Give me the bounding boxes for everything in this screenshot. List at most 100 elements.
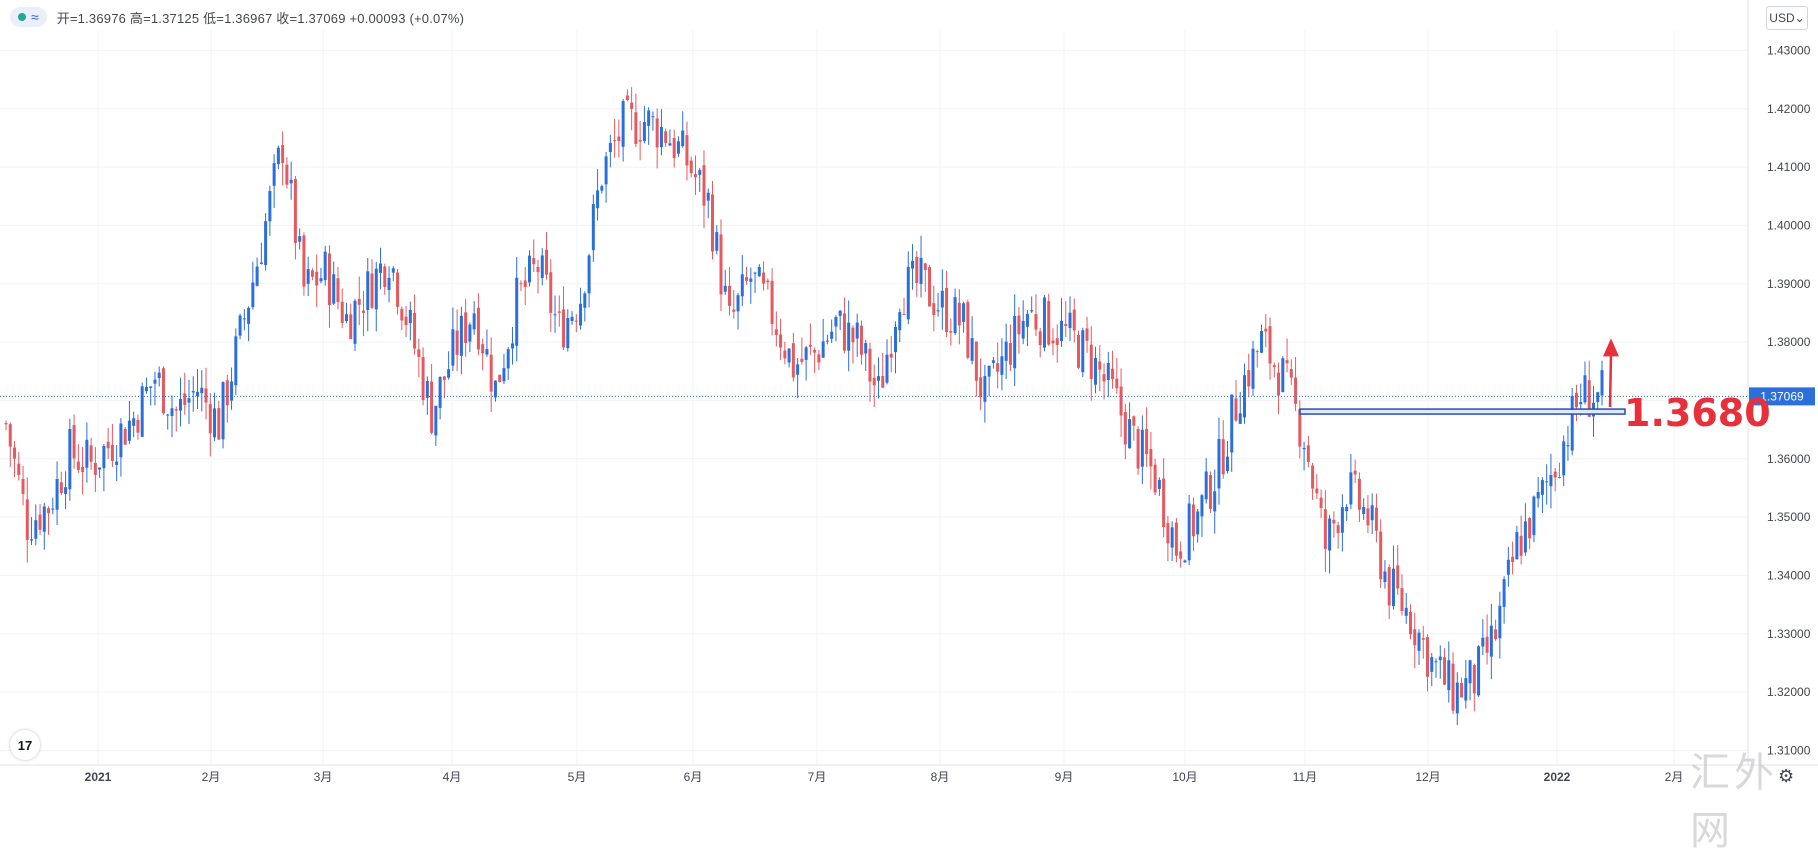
candle-body — [983, 376, 987, 402]
ohlc-values: 开=1.36976 高=1.37125 低=1.36967 收=1.37069 … — [56, 10, 465, 26]
candle-body — [1596, 392, 1600, 402]
candle-body — [217, 408, 221, 440]
candle-body — [600, 186, 604, 191]
candle-body — [1426, 637, 1430, 677]
candle-body — [583, 293, 587, 308]
candle-body — [1077, 334, 1081, 368]
candle-body — [1515, 532, 1519, 560]
candle-body — [1472, 665, 1476, 694]
last-price-label: 1.37069 — [1760, 389, 1804, 403]
candle-body — [1519, 535, 1523, 556]
candle-body — [979, 377, 983, 398]
candle-body — [64, 487, 68, 495]
candle-body — [1166, 523, 1170, 544]
candle-body — [962, 303, 966, 322]
candle-body — [374, 268, 378, 310]
candle-body — [115, 461, 119, 465]
candle-body — [1255, 351, 1259, 353]
candle-body — [85, 439, 89, 468]
candle-body — [779, 334, 783, 348]
candle-body — [549, 272, 553, 313]
candle-body — [991, 360, 995, 363]
candle-body — [919, 257, 923, 284]
candle-body — [191, 391, 195, 393]
candle-body — [974, 341, 978, 381]
candle-body — [251, 282, 255, 308]
candle-body — [1017, 315, 1021, 335]
candle-body — [851, 327, 855, 343]
candle-body — [323, 251, 327, 281]
candle-body — [557, 311, 561, 313]
candle-body — [1277, 372, 1281, 396]
candle-body — [174, 409, 178, 411]
chart[interactable]: 1.43000 1.42000 1.41000 1.40000 1.39000 1.380… — [0, 0, 1818, 794]
x-tick-label: 6月 — [684, 770, 703, 784]
candle-body — [710, 194, 714, 252]
y-tick-label: 1.33000 — [1767, 627, 1811, 641]
candle-body — [1238, 413, 1242, 424]
currency-button[interactable]: USD⌄ — [1766, 6, 1808, 30]
candle-body — [630, 102, 634, 109]
candle-body — [1162, 478, 1166, 528]
candle-body — [804, 347, 808, 360]
candle-body — [1191, 504, 1195, 537]
chart-background — [0, 0, 1818, 794]
candle-body — [591, 204, 595, 251]
candle-body — [400, 308, 404, 321]
candle-body — [757, 266, 761, 277]
candle-body — [502, 368, 506, 382]
candle-body — [672, 138, 676, 159]
candle-body — [1349, 472, 1353, 505]
candle-body — [1345, 506, 1349, 512]
candle-body — [417, 349, 421, 358]
candle-body — [762, 272, 766, 284]
candle-body — [847, 322, 851, 351]
settings-gear-icon[interactable]: ⚙ — [1778, 766, 1795, 786]
candle-body — [425, 381, 429, 398]
candle-body — [1315, 488, 1319, 494]
price-chart[interactable]: 1.43000 1.42000 1.41000 1.40000 1.39000 1.380… — [0, 0, 1818, 794]
candle-body — [706, 192, 710, 201]
candle-body — [1089, 344, 1093, 379]
candle-body — [93, 462, 97, 475]
candle-body — [953, 297, 957, 334]
candle-body — [655, 118, 659, 148]
candle-body — [353, 300, 357, 344]
x-tick-label: 2月 — [202, 770, 221, 784]
candle-body — [1294, 377, 1298, 404]
x-tick-label: 2021 — [85, 770, 112, 784]
candle-body — [928, 267, 932, 307]
candle-body — [1204, 471, 1208, 500]
y-tick-label: 1.36000 — [1767, 452, 1811, 466]
candle-body — [498, 374, 502, 383]
y-tick-label: 1.31000 — [1767, 743, 1811, 757]
y-tick-label: 1.38000 — [1767, 335, 1811, 349]
series-toggle[interactable]: ≈ — [10, 7, 47, 27]
candle-body — [336, 278, 340, 303]
candle-body — [481, 344, 485, 354]
candle-body — [1225, 456, 1229, 472]
candle-body — [1230, 394, 1234, 453]
candle-body — [949, 331, 953, 333]
candle-body — [1477, 646, 1481, 696]
tradingview-logo[interactable]: 17 — [10, 730, 40, 760]
candle-body — [1489, 625, 1493, 657]
candle-body — [55, 479, 59, 510]
candle-body — [1332, 519, 1336, 524]
wave-icon: ≈ — [31, 9, 39, 25]
candle-body — [4, 423, 8, 425]
candle-body — [59, 482, 63, 494]
level-annotation: 1.3680 — [1624, 391, 1771, 435]
candle-body — [298, 236, 302, 242]
x-tick-label: 11月 — [1293, 770, 1317, 784]
candle-body — [1562, 441, 1566, 476]
candle-body — [817, 354, 821, 363]
candle-body — [204, 388, 208, 403]
candle-body — [1115, 378, 1119, 389]
candle-body — [540, 255, 544, 278]
candle-body — [659, 126, 663, 148]
candle-body — [723, 285, 727, 292]
candle-body — [1374, 507, 1378, 531]
candle-body — [310, 270, 314, 277]
candle-body — [21, 478, 25, 495]
